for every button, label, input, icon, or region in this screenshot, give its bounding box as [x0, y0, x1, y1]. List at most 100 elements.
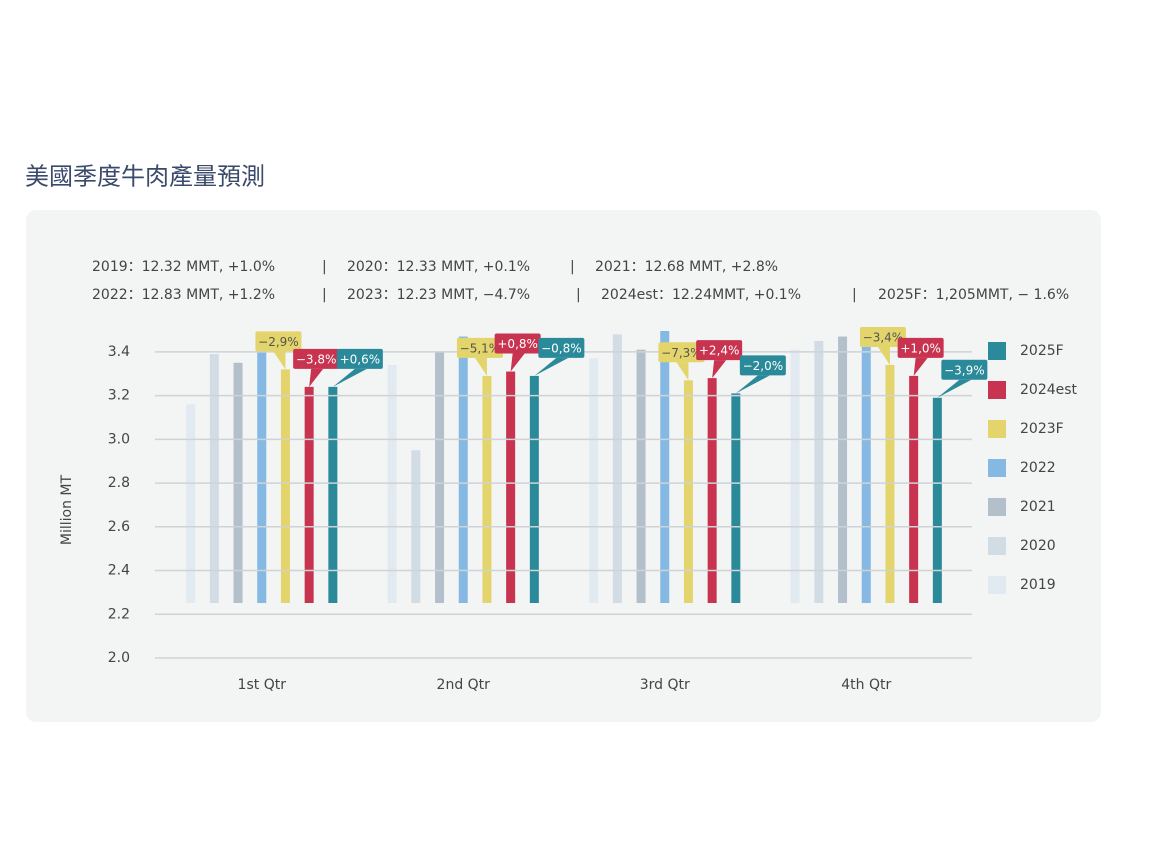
bar [186, 404, 196, 603]
summary-text: 2024est：12.24MMT, +0.1% [601, 287, 801, 303]
legend-swatch [988, 342, 1006, 360]
bar [790, 349, 800, 603]
change-label: −7,3% [661, 346, 702, 360]
callout-pointer [712, 360, 727, 379]
y-tick-label: 2.8 [108, 475, 130, 491]
change-label: +0,6% [340, 352, 381, 366]
x-tick-label: 1st Qtr [238, 677, 287, 693]
separator: | [570, 259, 575, 275]
x-tick-label: 2nd Qtr [437, 677, 491, 693]
legend-label: 2021 [1020, 499, 1056, 515]
bar [838, 336, 848, 603]
callout-box [538, 337, 585, 358]
change-label: −5,1% [460, 341, 501, 355]
callout-box [494, 333, 541, 354]
legend-swatch [988, 381, 1006, 399]
callout-box [293, 348, 340, 369]
callout-pointer [877, 346, 890, 365]
bar [387, 364, 397, 603]
x-tick-label: 3rd Qtr [640, 677, 690, 693]
bar [589, 358, 599, 603]
summary-text: 2023：12.23 MMT, −4.7% [347, 287, 530, 303]
legend-swatch [988, 498, 1006, 516]
bar [660, 331, 670, 603]
chart-title: 美國季度牛肉產量預測 [25, 163, 265, 191]
callout-pointer [273, 351, 286, 370]
separator: | [322, 287, 327, 303]
bar [506, 371, 516, 603]
callout-box [696, 340, 743, 361]
change-label: +2,4% [699, 344, 740, 358]
callout-pointer [332, 368, 367, 387]
change-label: −2,9% [258, 335, 299, 349]
callout-box [941, 359, 988, 380]
change-label: −3,4% [863, 330, 904, 344]
bar [257, 338, 267, 603]
summary-text: 2020：12.33 MMT, +0.1% [347, 259, 530, 275]
y-tick-label: 2.4 [108, 563, 130, 579]
callout-pointer [309, 368, 324, 387]
callout-box [859, 326, 906, 347]
callout-pointer [534, 357, 569, 376]
change-label: −3,8% [296, 352, 337, 366]
bar [885, 364, 895, 603]
callout-box [658, 342, 705, 363]
change-label: +0,8% [497, 337, 538, 351]
callout-box [255, 331, 302, 352]
legend-swatch [988, 420, 1006, 438]
summary-text: 2025F：1,205MMT, − 1.6% [878, 287, 1069, 303]
change-label: −3,9% [944, 363, 985, 377]
bar [909, 375, 919, 603]
bar [612, 334, 622, 603]
summary-text: 2022：12.83 MMT, +1.2% [92, 287, 275, 303]
y-tick-label: 2.2 [108, 606, 130, 622]
bar [328, 386, 338, 603]
change-label: −0,8% [541, 341, 582, 355]
bar [683, 380, 693, 603]
callout-box [336, 348, 383, 369]
callout-pointer [735, 375, 770, 394]
callout-box [456, 337, 503, 358]
separator: | [576, 287, 581, 303]
separator: | [322, 259, 327, 275]
callout-box [739, 355, 786, 376]
callout-pointer [937, 379, 972, 398]
bar [280, 369, 290, 603]
legend-label: 2024est [1020, 382, 1078, 398]
legend-label: 2019 [1020, 577, 1056, 593]
callout-pointer [913, 357, 928, 376]
change-label: +1,0% [900, 341, 941, 355]
legend-label: 2025F [1020, 343, 1064, 359]
callout-box [897, 337, 944, 358]
bar [209, 354, 219, 603]
legend-label: 2022 [1020, 460, 1056, 476]
legend-swatch [988, 459, 1006, 477]
y-tick-label: 3.2 [108, 388, 130, 404]
y-tick-label: 2.6 [108, 519, 130, 535]
y-tick-label: 3.0 [108, 431, 130, 447]
bar [529, 375, 539, 603]
summary-text: 2019：12.32 MMT, +1.0% [92, 259, 275, 275]
bar [707, 378, 717, 603]
bar [932, 397, 942, 603]
y-axis-label: Million MT [59, 474, 75, 545]
callout-pointer [510, 353, 525, 372]
bar [482, 375, 492, 603]
y-tick-label: 3.4 [108, 344, 130, 360]
bar [861, 334, 871, 603]
legend-label: 2020 [1020, 538, 1056, 554]
legend-swatch [988, 537, 1006, 555]
callout-pointer [676, 362, 689, 381]
y-tick-label: 2.0 [108, 650, 130, 666]
bar [304, 386, 314, 603]
bar [731, 393, 741, 603]
legend-label: 2023F [1020, 421, 1064, 437]
legend-swatch [988, 576, 1006, 594]
x-tick-label: 4th Qtr [841, 677, 891, 693]
bar [435, 351, 445, 603]
separator: | [852, 287, 857, 303]
callout-pointer [474, 357, 487, 376]
bar [814, 340, 824, 603]
